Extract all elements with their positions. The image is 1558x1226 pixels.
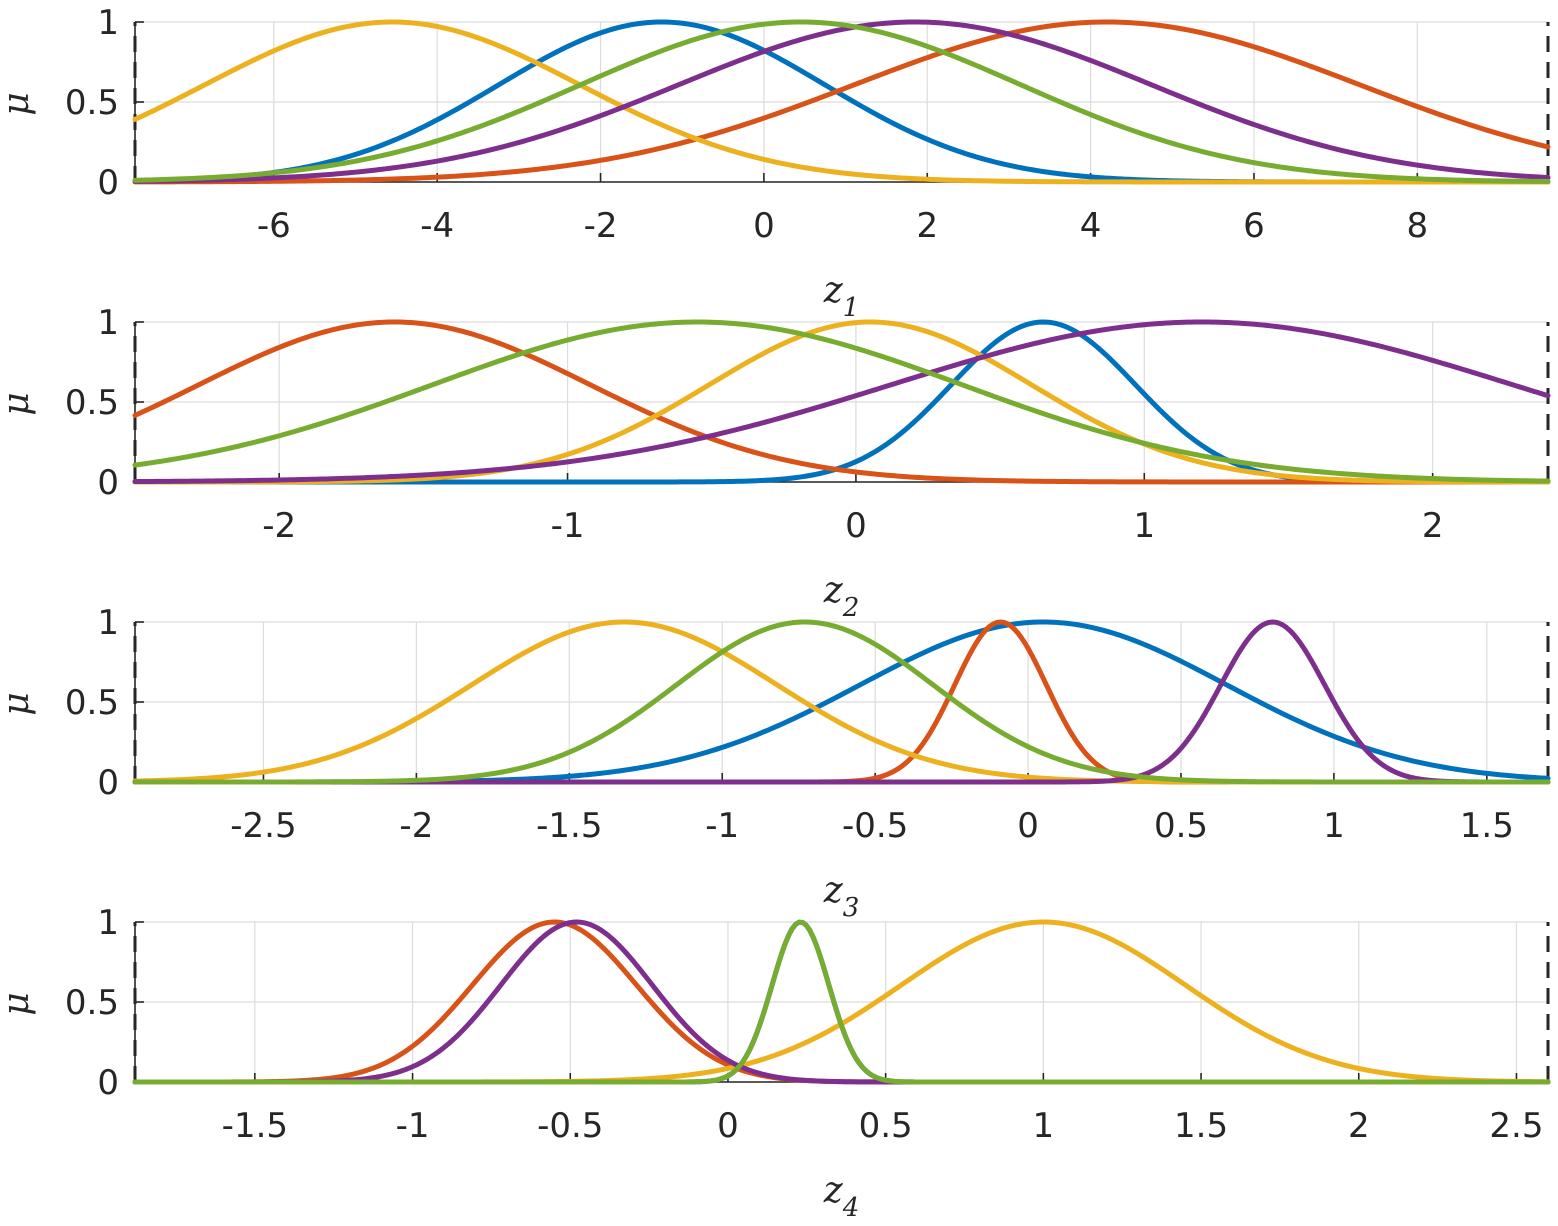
x-tick-label: -4 bbox=[420, 206, 454, 246]
membership-curve-5 bbox=[132, 919, 1551, 1085]
x-tick-label: 0.5 bbox=[1154, 806, 1208, 846]
y-axis-label: μ bbox=[0, 392, 37, 415]
membership-curve-2 bbox=[132, 19, 1551, 185]
y-tick-label: 0 bbox=[97, 463, 119, 503]
panel-3: -2.5 -2 -1.5 -1 -0.5 0 0.5 1 1.5 0 0.5 1 z3 μ bbox=[0, 603, 1551, 923]
x-tick-label: -1 bbox=[551, 506, 585, 546]
x-axis-label: z3 bbox=[823, 870, 860, 923]
x-tick-label: 0.5 bbox=[859, 1106, 913, 1146]
x-tick-label: -0.5 bbox=[537, 1106, 603, 1146]
x-tick-label: 2 bbox=[916, 206, 938, 246]
x-axis-label: z2 bbox=[823, 570, 860, 623]
y-tick-label: 1 bbox=[97, 603, 119, 643]
membership-curve-3 bbox=[132, 19, 1551, 185]
x-tick-label: -2.5 bbox=[230, 806, 296, 846]
x-tick-label: -1 bbox=[705, 806, 739, 846]
membership-curve-4 bbox=[132, 19, 1551, 184]
y-tick-label: 0 bbox=[97, 1063, 119, 1103]
y-tick-label: 0.5 bbox=[65, 83, 119, 123]
x-tick-label: -1.5 bbox=[222, 1106, 288, 1146]
x-tick-label: 2 bbox=[1348, 1106, 1370, 1146]
x-axis-label: z1 bbox=[823, 270, 860, 323]
y-tick-label: 1 bbox=[97, 303, 119, 343]
membership-curve-5 bbox=[132, 319, 1551, 484]
y-axis-label: μ bbox=[0, 692, 37, 715]
x-tick-label: -0.5 bbox=[842, 806, 908, 846]
x-tick-label: -2 bbox=[584, 206, 618, 246]
x-tick-label: -2 bbox=[399, 806, 433, 846]
panel-1: -6 -4 -2 0 2 4 6 8 0 0.5 1 z1 μ bbox=[0, 3, 1551, 323]
x-tick-label: -1 bbox=[396, 1106, 430, 1146]
x-tick-label: 1 bbox=[1133, 506, 1155, 546]
y-axis-label: μ bbox=[0, 92, 37, 115]
x-tick-label: 6 bbox=[1243, 206, 1265, 246]
x-tick-label: 8 bbox=[1406, 206, 1428, 246]
x-tick-label: 0 bbox=[717, 1106, 739, 1146]
x-tick-label: 0 bbox=[845, 506, 867, 546]
y-tick-label: 0 bbox=[97, 163, 119, 203]
panel-2: -2 -1 0 1 2 0 0.5 1 z2 μ bbox=[0, 303, 1551, 623]
y-tick-label: 1 bbox=[97, 903, 119, 943]
y-tick-label: 1 bbox=[97, 3, 119, 43]
membership-curve-5 bbox=[132, 19, 1551, 184]
x-tick-label: 0 bbox=[753, 206, 775, 246]
x-tick-label: 2 bbox=[1422, 506, 1444, 546]
x-tick-label: 4 bbox=[1080, 206, 1102, 246]
x-tick-label: 1.5 bbox=[1460, 806, 1514, 846]
y-tick-label: 0.5 bbox=[65, 983, 119, 1023]
x-tick-label: 1 bbox=[1033, 1106, 1055, 1146]
y-tick-label: 0 bbox=[97, 763, 119, 803]
x-tick-label: 0 bbox=[1017, 806, 1039, 846]
x-axis-label: z4 bbox=[823, 1170, 860, 1223]
y-axis-label: μ bbox=[0, 992, 37, 1015]
y-tick-label: 0.5 bbox=[65, 683, 119, 723]
x-tick-label: 1.5 bbox=[1174, 1106, 1228, 1146]
membership-curve-4 bbox=[132, 319, 1551, 485]
x-tick-label: -1.5 bbox=[536, 806, 602, 846]
x-tick-label: -6 bbox=[257, 206, 291, 246]
y-tick-label: 0.5 bbox=[65, 383, 119, 423]
panel-4: -1.5 -1 -0.5 0 0.5 1 1.5 2 2.5 0 0.5 1 z4 μ bbox=[0, 903, 1551, 1223]
membership-curve-5 bbox=[132, 619, 1551, 785]
membership-curve-2 bbox=[132, 319, 1551, 485]
x-tick-label: 2.5 bbox=[1489, 1106, 1543, 1146]
x-tick-label: 1 bbox=[1323, 806, 1345, 846]
membership-curve-3 bbox=[132, 319, 1551, 485]
x-tick-label: -2 bbox=[262, 506, 296, 546]
